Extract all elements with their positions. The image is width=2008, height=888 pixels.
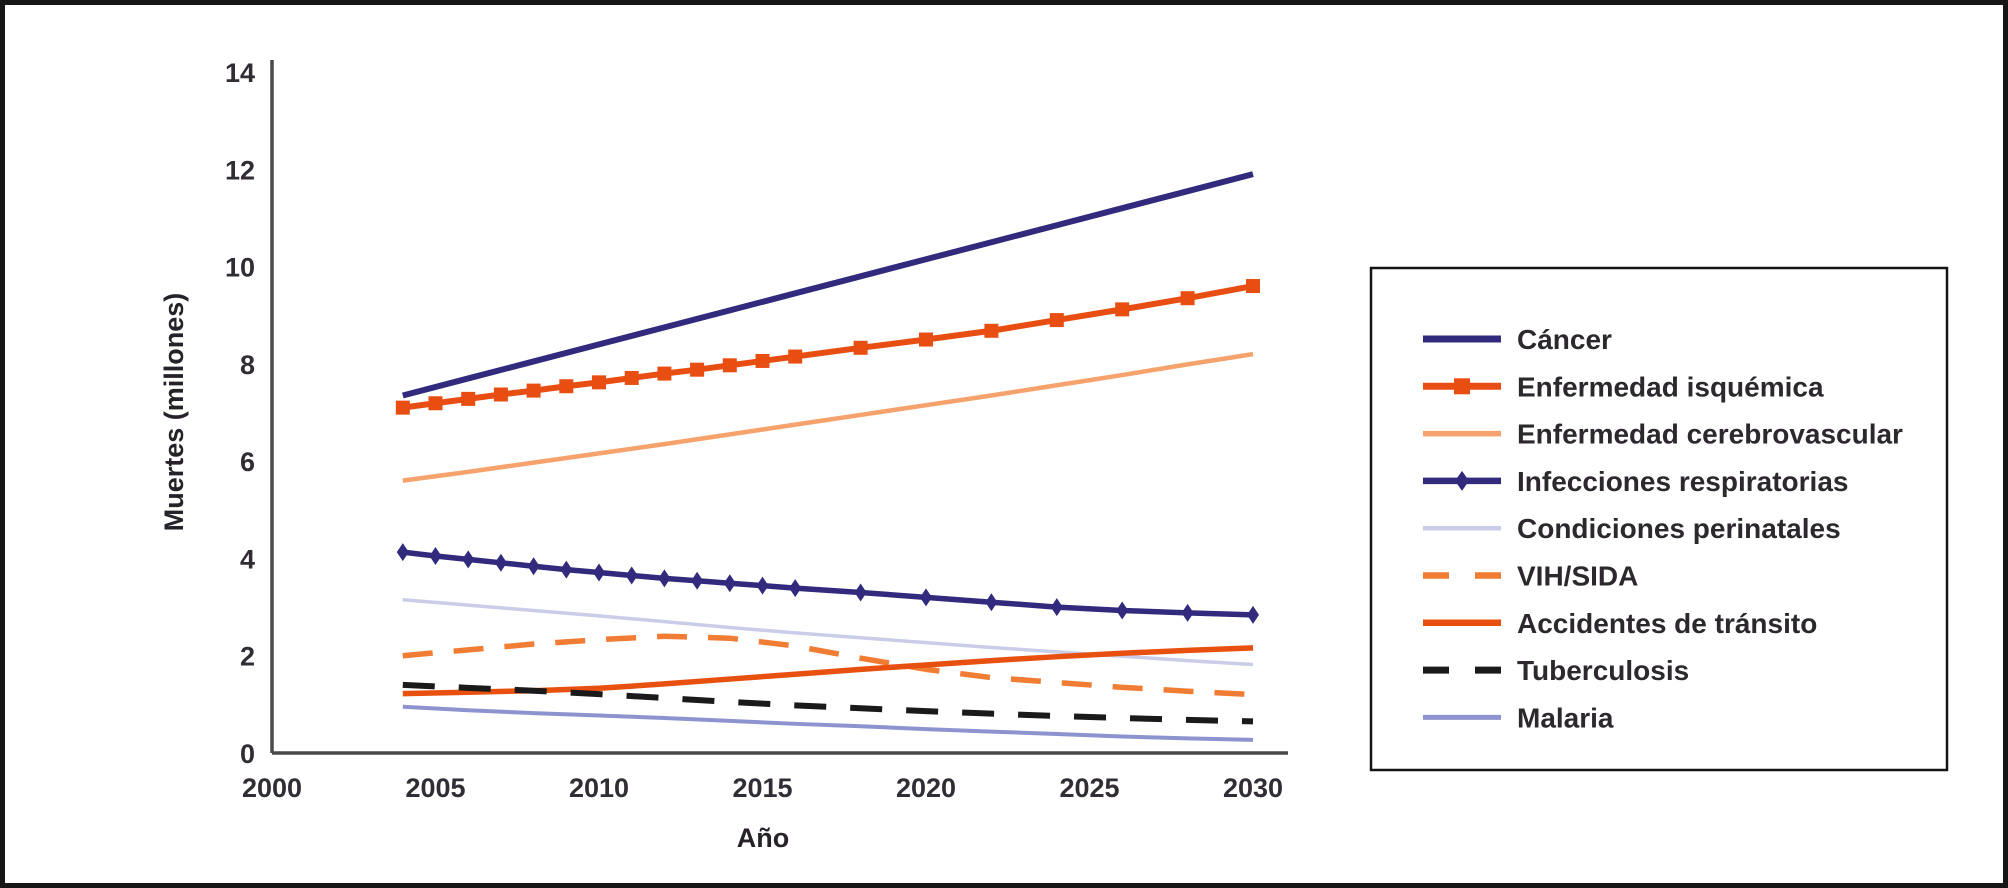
legend-box: [1369, 266, 1949, 772]
x-tick-label: 2015: [732, 773, 792, 803]
legend-item-condiciones-perinatales: Condiciones perinatales: [1423, 513, 1841, 544]
x-axis-title: Año: [737, 823, 789, 853]
series-marker-diamond: [396, 543, 409, 562]
series-marker-diamond: [789, 579, 802, 598]
series-marker-diamond: [658, 569, 671, 588]
x-tick-label: 2000: [242, 773, 302, 803]
legend-item-tuberculosis: Tuberculosis: [1423, 655, 1689, 686]
legend-item-vih-sida: VIH/SIDA: [1423, 561, 1638, 592]
series-marker-diamond: [756, 576, 769, 595]
series-marker-square: [395, 400, 410, 415]
series-marker-square: [722, 358, 737, 373]
series-marker-square: [1180, 291, 1195, 306]
legend-item-malaria: Malaria: [1423, 702, 1614, 733]
x-tick-label: 2020: [896, 773, 956, 803]
series-line-tuberculosis: [402, 681, 1254, 725]
legend-label: Cáncer: [1517, 324, 1612, 355]
series-marker-square: [755, 353, 770, 368]
series-marker-square: [559, 379, 574, 394]
series-marker-diamond: [494, 553, 507, 572]
series-marker-diamond: [691, 571, 704, 590]
series-marker-diamond: [527, 557, 540, 576]
series-marker-square: [428, 396, 443, 411]
legend-marker-diamond: [1455, 470, 1469, 491]
series-marker-square: [657, 366, 672, 381]
series-marker-diamond: [429, 546, 442, 565]
series-marker-diamond: [1181, 603, 1194, 622]
series-line-enfermedad-cerebrovascular: [402, 351, 1254, 483]
series-marker-square: [1246, 279, 1260, 294]
series-marker-square: [624, 370, 639, 385]
series-marker-diamond: [920, 588, 932, 607]
series-marker-diamond: [560, 560, 573, 579]
x-tick-label: 2010: [569, 773, 629, 803]
series-marker-square: [984, 323, 999, 338]
y-tick-label: 12: [225, 155, 255, 185]
y-tick-label: 0: [240, 739, 255, 769]
series-marker-diamond: [985, 593, 998, 612]
series-marker-square: [788, 349, 803, 364]
x-tick-label: 2030: [1223, 773, 1283, 803]
y-tick-label: 10: [225, 253, 255, 283]
series-marker-square: [690, 362, 705, 377]
y-tick-label: 4: [240, 544, 255, 574]
legend-label: Condiciones perinatales: [1517, 513, 1841, 544]
series-marker-diamond: [625, 566, 638, 585]
y-axis-title: Muertes (millones): [159, 293, 189, 532]
legend-item-enfermedad-isquemica: Enfermedad isquémica: [1423, 371, 1824, 402]
series-marker-diamond: [1050, 598, 1063, 617]
series-line-vih-sida: [402, 633, 1254, 698]
x-tick-label: 2005: [405, 773, 465, 803]
y-tick-label: 6: [240, 447, 255, 477]
x-tick-label: 2025: [1059, 773, 1119, 803]
y-tick-label: 2: [240, 642, 255, 672]
series-marker-square: [853, 340, 868, 355]
line-chart-canvas: Muertes (millones) Año 0 2 4 6 8 10 12 14 2000 20…: [159, 58, 1949, 853]
series-marker-diamond: [854, 583, 867, 602]
series-marker-square: [526, 383, 541, 398]
series-marker-square: [592, 375, 606, 390]
series-line-cancer: [402, 171, 1254, 399]
legend-label: VIH/SIDA: [1517, 561, 1638, 592]
legend-item-cancer: Cáncer: [1423, 324, 1612, 355]
legend-item-infecciones-respiratorias: Infecciones respiratorias: [1423, 466, 1848, 497]
series-marker-diamond: [1247, 605, 1259, 624]
series-line-infecciones-respiratorias: [402, 549, 1254, 618]
series-marker-diamond: [1116, 601, 1129, 620]
series-line-malaria: [402, 704, 1254, 742]
series-marker-square: [919, 332, 933, 347]
series-marker-diamond: [462, 550, 475, 569]
series-marker-square: [461, 391, 476, 406]
legend-label: Accidentes de tránsito: [1517, 608, 1817, 639]
legend-label: Infecciones respiratorias: [1517, 466, 1848, 497]
y-tick-label: 8: [240, 350, 255, 380]
legend-label: Malaria: [1517, 702, 1614, 733]
series-marker-diamond: [723, 574, 736, 593]
series-marker-diamond: [593, 563, 605, 582]
series-marker-square: [1115, 302, 1130, 317]
legend-label: Tuberculosis: [1517, 655, 1689, 686]
legend-label: Enfermedad isquémica: [1517, 371, 1824, 402]
series-marker-square: [493, 387, 508, 402]
legend-label: Enfermedad cerebrovascular: [1517, 419, 1903, 450]
y-tick-label: 14: [225, 58, 255, 88]
legend-marker-square: [1454, 378, 1470, 395]
legend-item-accidentes-de-transito: Accidentes de tránsito: [1423, 608, 1817, 639]
legend-item-enfermedad-cerebrovascular: Enfermedad cerebrovascular: [1423, 419, 1903, 450]
series-marker-square: [1049, 313, 1064, 328]
